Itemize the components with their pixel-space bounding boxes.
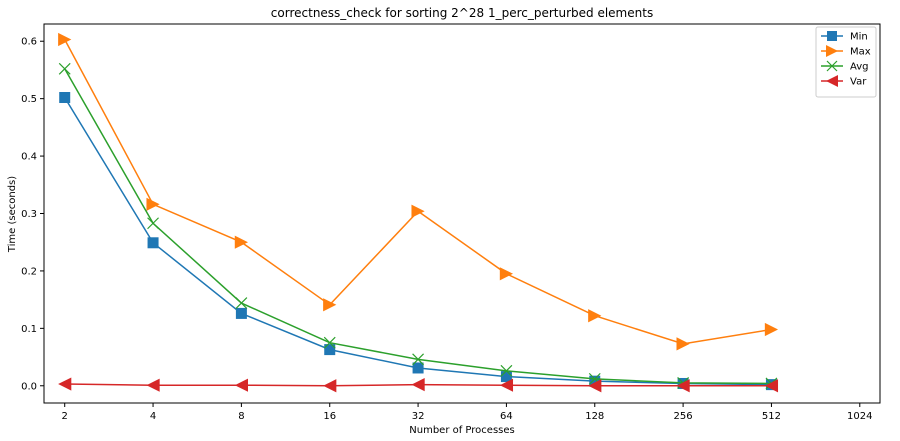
series-max [58,32,779,351]
data-point-max [146,197,160,211]
legend-label-avg: Avg [850,62,869,73]
data-point-max [764,322,779,337]
data-point-avg [412,353,425,366]
data-point-min [59,92,71,104]
y-axis-label: Time (seconds) [7,176,18,253]
data-point-max [323,298,337,312]
series-var [58,377,779,393]
data-point-var [323,379,337,393]
data-point-avg [323,336,336,349]
data-point-var [411,378,425,392]
data-point-min [324,344,336,356]
data-point-max [588,309,602,323]
data-point-min [589,375,601,387]
data-point-max [676,337,690,351]
data-point-var [676,379,690,393]
x-tick-label: 8 [238,411,244,422]
series-layer [58,32,779,393]
data-point-avg [235,297,248,310]
legend: Min Max Avg Var [815,26,877,98]
x-tick-label: 128 [585,411,604,422]
y-tick-label: 0.5 [21,94,37,105]
chart-title: correctness_check for sorting 2^28 1_per… [271,6,653,20]
data-point-max [58,32,72,47]
data-point-var [58,377,72,391]
y-tick-label: 0.4 [21,152,37,163]
data-point-min [500,371,512,383]
series-min [59,92,777,391]
series-line-avg [64,68,772,385]
data-point-max [499,267,514,281]
data-point-var [499,378,514,392]
y-tick-label: 0.1 [21,324,37,335]
x-tick-label: 2 [62,411,68,422]
x-tick-label: 256 [674,411,693,422]
data-point-avg [500,364,513,377]
x-tick-label: 32 [412,411,425,422]
series-line-max [64,39,772,345]
data-point-var [234,378,248,392]
y-tick-label: 0.2 [21,266,37,277]
data-point-avg [147,217,159,230]
y-tick-label: 0.0 [21,381,37,392]
data-point-min [412,362,424,374]
data-point-var [764,379,779,393]
x-axis-label: Number of Processes [409,425,514,436]
legend-label-var: Var [850,77,867,88]
data-point-min [235,307,247,319]
x-tick-label: 64 [500,411,513,422]
legend-label-max: Max [850,47,871,58]
legend-entry-var: Var [821,75,867,88]
data-point-max [234,235,248,249]
legend-marker-max [826,45,838,57]
x-axis: 2 4 8 16 32 64 128 256 512 1024 [62,403,873,422]
x-tick-label: 512 [762,411,781,422]
legend-label-min: Min [850,32,868,43]
plot-frame [43,23,881,404]
legend-marker-var [826,75,838,87]
legend-entry-avg: Avg [821,60,869,73]
series-line-min [64,97,772,386]
legend-marker-min [827,31,837,41]
y-tick-label: 0.3 [21,209,37,220]
x-tick-label: 16 [323,411,336,422]
data-point-var [588,379,602,393]
y-axis: 0.0 0.1 0.2 0.3 0.4 0.5 0.6 [21,37,44,392]
data-point-avg [58,62,71,75]
data-point-var [146,378,160,392]
data-point-max [411,204,425,218]
x-tick-label: 4 [150,411,156,422]
data-point-min [147,237,159,249]
legend-marker-avg [826,60,838,72]
y-tick-label: 0.6 [21,37,37,48]
x-tick-label: 1024 [847,411,872,422]
legend-entry-min: Min [821,31,868,43]
legend-entry-max: Max [821,45,871,58]
